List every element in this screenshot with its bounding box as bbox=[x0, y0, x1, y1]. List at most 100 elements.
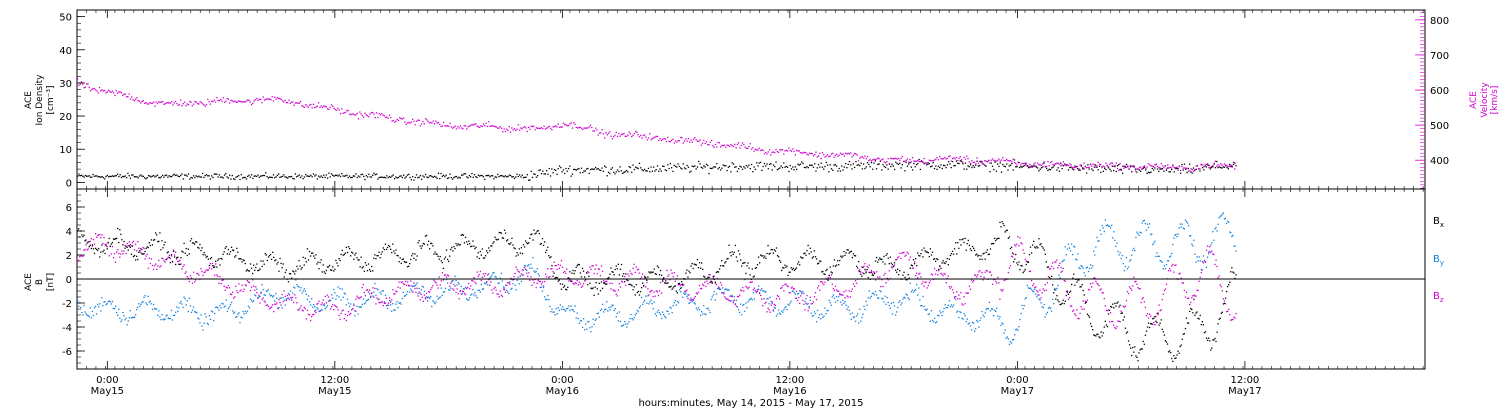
velocity-point bbox=[725, 146, 727, 148]
velocity-point bbox=[142, 100, 145, 102]
by-point bbox=[909, 282, 912, 284]
bz-point bbox=[363, 291, 366, 294]
bx-point bbox=[383, 248, 386, 251]
bz-point bbox=[1180, 277, 1182, 279]
bx-point bbox=[680, 281, 683, 283]
bx-point bbox=[963, 241, 965, 244]
by-point bbox=[478, 289, 480, 291]
density-point bbox=[847, 163, 849, 166]
bz-point bbox=[1036, 290, 1038, 292]
by-point bbox=[284, 304, 286, 306]
density-point bbox=[805, 167, 807, 169]
by-point bbox=[324, 307, 327, 310]
bx-point bbox=[558, 279, 561, 281]
bz-point bbox=[1146, 313, 1149, 315]
by-point bbox=[228, 306, 231, 308]
by-point bbox=[468, 299, 470, 301]
bx-point bbox=[840, 255, 842, 257]
density-point bbox=[821, 166, 824, 168]
velocity-point bbox=[265, 98, 267, 100]
by-point bbox=[94, 305, 97, 308]
by-point bbox=[910, 290, 913, 293]
velocity-point bbox=[752, 147, 754, 149]
bz-point bbox=[578, 281, 581, 283]
velocity-point bbox=[797, 150, 799, 152]
bx-point bbox=[639, 290, 642, 293]
velocity-point bbox=[137, 99, 139, 102]
density-point bbox=[222, 177, 224, 179]
velocity-point bbox=[270, 99, 272, 101]
bz-point bbox=[253, 285, 255, 287]
bx-point bbox=[380, 253, 382, 255]
velocity-point bbox=[379, 114, 382, 116]
bx-point bbox=[493, 241, 495, 243]
bx-point bbox=[787, 274, 789, 277]
bz-point bbox=[687, 297, 689, 299]
bx-point bbox=[329, 269, 332, 271]
velocity-point bbox=[357, 118, 360, 120]
bz-point bbox=[151, 264, 154, 267]
bx-point bbox=[228, 253, 231, 255]
bz-point bbox=[116, 251, 118, 253]
by-point bbox=[1194, 253, 1196, 255]
by-point bbox=[520, 280, 523, 283]
bx-point bbox=[384, 243, 387, 245]
velocity-point bbox=[1132, 165, 1134, 167]
velocity-point bbox=[182, 103, 184, 105]
bz-point bbox=[592, 265, 594, 267]
by-point bbox=[409, 291, 411, 293]
velocity-point bbox=[812, 155, 815, 157]
density-point bbox=[144, 177, 146, 179]
velocity-point bbox=[730, 143, 732, 146]
by-point bbox=[1116, 242, 1118, 244]
by-point bbox=[264, 294, 266, 296]
velocity-point bbox=[253, 100, 255, 102]
by-point bbox=[101, 297, 103, 299]
bx-point bbox=[656, 265, 659, 267]
velocity-point bbox=[430, 121, 432, 124]
bz-point bbox=[258, 294, 260, 296]
bz-point bbox=[814, 292, 817, 294]
bx-point bbox=[166, 252, 168, 254]
bx-point bbox=[704, 276, 706, 278]
bx-point bbox=[356, 257, 358, 259]
bottom-left-tick-label: -4 bbox=[62, 323, 72, 334]
bz-point bbox=[654, 295, 656, 297]
density-point bbox=[1007, 169, 1009, 171]
density-point bbox=[696, 166, 699, 168]
bx-point bbox=[559, 283, 562, 285]
by-point bbox=[185, 304, 187, 306]
bx-point bbox=[634, 294, 636, 296]
bz-point bbox=[638, 272, 641, 274]
velocity-point bbox=[299, 100, 302, 103]
bx-point bbox=[648, 271, 650, 273]
by-point bbox=[122, 311, 124, 314]
bz-point bbox=[176, 258, 178, 260]
by-point bbox=[612, 304, 614, 307]
bx-point bbox=[670, 285, 672, 288]
bx-point bbox=[221, 258, 223, 260]
bx-point bbox=[512, 244, 514, 246]
bx-point bbox=[212, 266, 215, 269]
by-point bbox=[566, 308, 568, 310]
bz-point bbox=[491, 289, 493, 291]
bx-point bbox=[828, 274, 830, 277]
bx-point bbox=[536, 230, 538, 233]
velocity-point bbox=[642, 134, 644, 137]
by-point bbox=[1196, 256, 1198, 258]
velocity-point bbox=[1234, 168, 1236, 170]
density-point bbox=[637, 167, 639, 170]
bx-point bbox=[433, 253, 435, 255]
bz-point bbox=[147, 267, 149, 269]
bx-point bbox=[218, 258, 220, 260]
bx-point bbox=[198, 247, 200, 249]
by-point bbox=[600, 308, 603, 310]
velocity-point bbox=[750, 148, 753, 150]
density-point bbox=[610, 168, 612, 170]
velocity-point bbox=[1080, 165, 1083, 168]
density-point bbox=[192, 175, 195, 177]
density-point bbox=[780, 165, 782, 167]
density-point bbox=[105, 175, 107, 178]
bz-point bbox=[119, 256, 121, 258]
